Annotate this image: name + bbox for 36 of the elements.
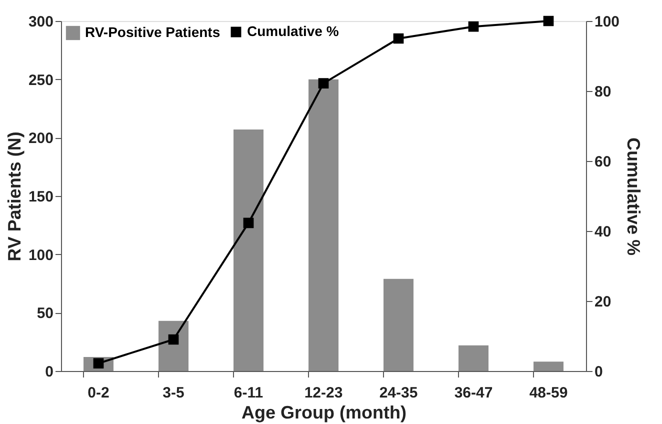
y-tick-label: 300 — [28, 14, 54, 30]
y-tick-label: 150 — [28, 188, 54, 206]
y-tick-label: 100 — [28, 246, 54, 264]
x-tick-label: 48-59 — [529, 384, 568, 402]
x-axis-title: Age Group (month) — [242, 402, 406, 422]
y2-tick-label: 20 — [594, 294, 612, 310]
x-tick-label: 6-11 — [234, 384, 264, 402]
legend-label: Cumulative % — [247, 23, 340, 39]
x-tick-label: 12-23 — [304, 384, 343, 402]
y2-tick-label: 100 — [594, 14, 620, 30]
bar — [458, 345, 488, 371]
x-tick-label: 3-5 — [162, 384, 184, 402]
point — [243, 218, 254, 228]
x-tick-label: 0-2 — [88, 384, 110, 402]
y2-tick-label: 0 — [594, 364, 603, 380]
y-tick-label: 50 — [36, 305, 54, 322]
y2-tick-label: 60 — [594, 154, 612, 170]
point — [318, 78, 329, 88]
y2-tick-label: 80 — [594, 84, 612, 100]
y-tick-label: 0 — [45, 364, 54, 380]
bar — [534, 362, 564, 371]
y-axis-title: RV Patients (N) — [4, 132, 24, 262]
x-tick-label: 36-47 — [454, 384, 493, 402]
y-tick-label: 200 — [28, 130, 54, 148]
bar — [234, 130, 264, 371]
y-tick-label: 250 — [28, 72, 54, 89]
point — [543, 16, 554, 26]
y2-tick-label: 40 — [594, 224, 612, 240]
point — [468, 21, 479, 32]
bar — [308, 79, 338, 371]
legend-label: RV-Positive Patients — [85, 24, 220, 40]
y2-axis-title: Cumulative % — [624, 137, 644, 256]
x-tick-label: 24-35 — [379, 384, 418, 402]
bar — [384, 278, 414, 371]
point — [393, 33, 404, 44]
point — [168, 334, 179, 345]
